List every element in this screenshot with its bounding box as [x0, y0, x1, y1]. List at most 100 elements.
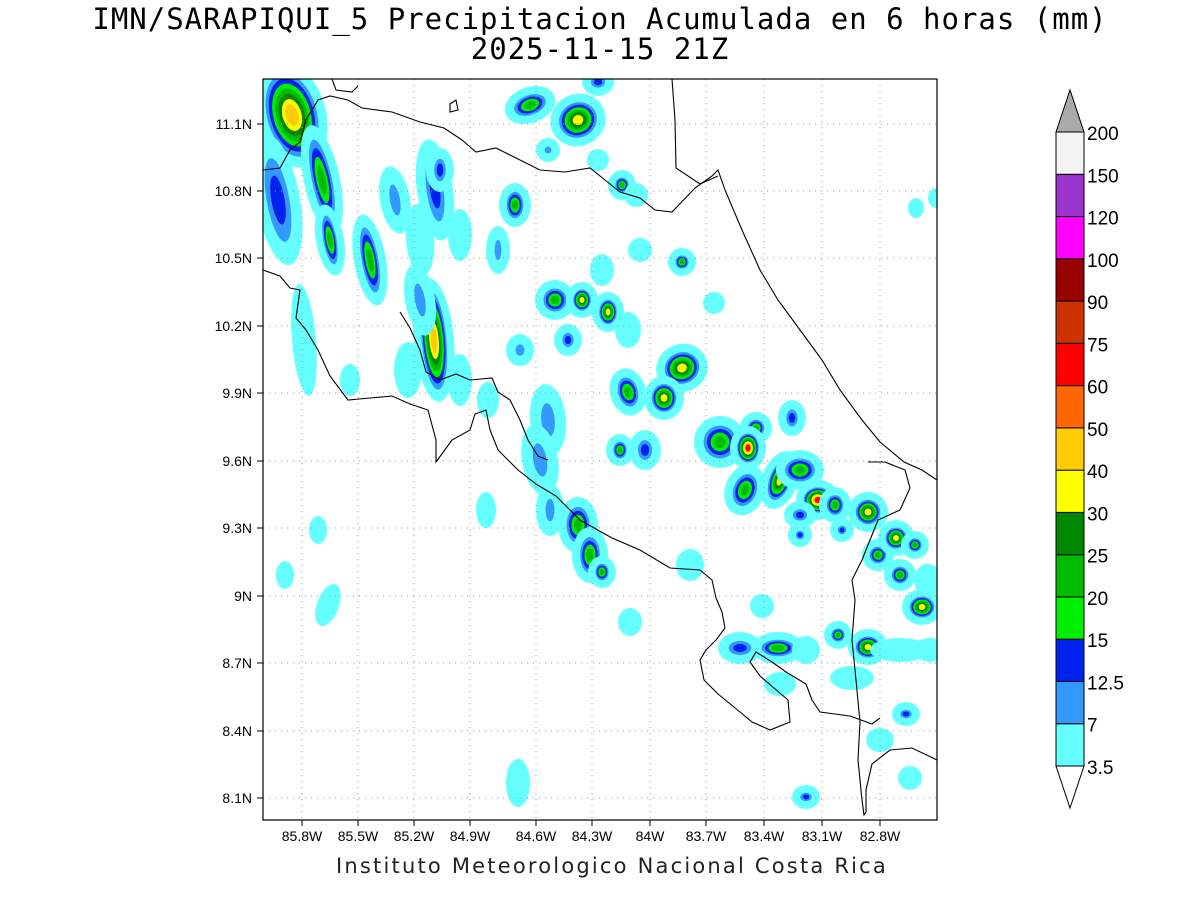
precip-contour	[515, 344, 525, 356]
precip-cell	[824, 621, 852, 649]
precip-contour	[512, 200, 518, 210]
lat-tick-label: 8.1N	[222, 790, 252, 806]
map-subtitle-datetime: 2025-11-15 21Z	[470, 32, 730, 66]
colorbar-segment	[1055, 680, 1085, 725]
precip-contour	[832, 501, 838, 509]
precip-cell	[582, 79, 614, 96]
precip-contour	[593, 79, 603, 86]
colorbar-segment	[1055, 511, 1085, 556]
precip-cell	[928, 188, 937, 208]
precip-cell	[426, 148, 454, 192]
lat-tick-label: 9.9N	[222, 385, 252, 401]
precip-cell	[506, 334, 534, 366]
precip-cell	[394, 342, 422, 398]
precip-contour	[524, 101, 536, 109]
precip-cell	[848, 492, 888, 532]
colorbar-level-label: 3.5	[1087, 758, 1113, 779]
precip-contour	[544, 146, 552, 154]
precip-cell	[730, 426, 766, 470]
precip-contour	[550, 295, 560, 305]
longitude-axis: 85.8W 85.5W 85.2W 84.9W 84.6W 84.3W 84W 83.7W 83…	[282, 820, 901, 844]
precip-contour	[448, 354, 472, 406]
precip-cell	[898, 766, 922, 790]
precip-contour	[617, 447, 623, 453]
precip-contour	[624, 183, 648, 207]
precip-contour	[797, 532, 803, 538]
colorbar-level-label: 50	[1087, 420, 1108, 441]
colorbar-segment	[1055, 723, 1085, 767]
precip-cell	[615, 312, 641, 348]
precip-cell	[750, 594, 774, 618]
colorbar-level-label: 200	[1087, 124, 1119, 145]
lon-tick-label: 83.1W	[802, 828, 843, 844]
precip-cell	[314, 204, 346, 276]
precip-contour	[340, 364, 360, 396]
map-gridlines	[263, 79, 937, 820]
precip-contour	[309, 516, 327, 544]
precip-cell	[778, 400, 806, 436]
precip-cell	[609, 368, 647, 416]
precip-cell	[902, 589, 937, 625]
precip-cell	[703, 292, 725, 314]
colorbar-level-label: 12.5	[1087, 673, 1124, 694]
precip-contour	[605, 308, 611, 316]
precip-contour	[615, 312, 641, 348]
precip-contour	[745, 444, 751, 452]
map-title: IMN/SARAPIQUI_5 Precipitacion Acumulada …	[92, 2, 1108, 36]
precip-contour	[660, 394, 668, 402]
precip-cell	[892, 702, 920, 726]
precip-contour	[448, 209, 472, 261]
precip-contour	[914, 564, 937, 596]
precip-contour	[772, 645, 784, 651]
precip-contour	[414, 283, 426, 317]
colorbar-segment	[1055, 131, 1085, 175]
colorbar-segment	[1055, 300, 1085, 344]
lon-tick-label: 83.4W	[744, 828, 785, 844]
precip-contour	[898, 766, 922, 790]
lat-tick-label: 9.6N	[222, 453, 252, 469]
precip-contour	[477, 382, 499, 418]
credit-text: Instituto Meteorologico Nacional Costa R…	[336, 854, 888, 878]
precip-cell	[606, 434, 634, 466]
colorbar-level-label: 30	[1087, 504, 1108, 525]
precip-contour	[679, 259, 685, 265]
precip-contour	[366, 248, 374, 272]
precip-cell	[870, 638, 930, 662]
colorbar-segment	[1055, 596, 1085, 640]
precip-contour	[586, 548, 594, 562]
precip-cell	[644, 376, 684, 420]
lat-tick-label: 10.8N	[215, 183, 252, 199]
precip-contour	[545, 498, 555, 522]
precip-contour	[276, 561, 294, 589]
lat-tick-label: 10.5N	[215, 250, 252, 266]
precip-cell	[263, 134, 303, 266]
colorbar-level-label: 100	[1087, 251, 1119, 272]
precip-contour	[750, 594, 774, 618]
precip-contour	[866, 728, 894, 752]
colorbar-level-label: 90	[1087, 293, 1108, 314]
precip-contour	[677, 363, 687, 373]
lat-tick-label: 9N	[234, 588, 252, 604]
precip-contour	[506, 759, 530, 807]
colorbar-segment	[1055, 638, 1085, 682]
precip-cell	[536, 138, 560, 162]
colorbar-segment	[1055, 258, 1085, 302]
precip-contour	[908, 198, 924, 218]
precip-contour	[914, 638, 937, 662]
precip-contour	[928, 188, 937, 208]
precip-cell	[587, 149, 609, 171]
precip-contour	[740, 484, 750, 496]
colorbar-segment	[1055, 342, 1085, 387]
precip-cell	[486, 226, 510, 274]
colorbar-segment	[1055, 469, 1085, 513]
colorbar-segment	[1055, 385, 1085, 429]
precip-contour	[864, 644, 872, 650]
precip-contour	[870, 638, 930, 662]
precip-contour	[430, 327, 438, 353]
lat-tick-label: 8.7N	[222, 655, 252, 671]
lat-tick-label: 8.4N	[222, 723, 252, 739]
precip-contour	[327, 231, 333, 249]
precip-cell	[291, 284, 317, 396]
precip-cell	[656, 343, 708, 393]
colorbar-segment	[1055, 216, 1085, 260]
